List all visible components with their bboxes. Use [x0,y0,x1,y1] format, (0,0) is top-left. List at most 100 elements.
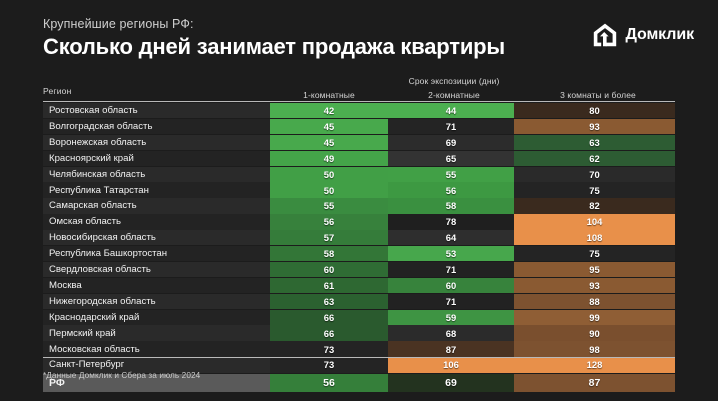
table-row: Нижегородская область 63 71 88 [43,293,675,309]
heatmap-cell: 80 [514,103,675,119]
region-label: Республика Башкортостан [43,246,270,262]
table-row: Москва 61 60 93 [43,277,675,294]
heatmap-cell: 93 [514,277,675,294]
region-label: Воронежская область [43,134,270,151]
column-header-region: Регион [43,86,72,96]
region-label: Ростовская область [43,103,270,119]
table-row: Воронежская область 45 69 63 [43,134,675,151]
heatmap-cell-total: 87 [514,374,675,393]
heatmap-cell: 66 [270,309,388,325]
heatmap-cell: 108 [514,230,675,246]
page-title: Сколько дней занимает продажа квартиры [43,34,505,59]
heatmap-cell: 71 [388,118,514,135]
column-header-one-room: 1-комнатные [303,90,355,100]
table-row: Красноярский край 49 65 62 [43,150,675,166]
table-row: Республика Башкортостан 58 53 75 [43,246,675,262]
region-label-total: РФ [43,374,270,393]
heatmap-cell: 69 [388,134,514,151]
table-row: Московская область 73 87 98 [43,341,675,357]
heatmap-cell: 99 [514,309,675,325]
region-label: Санкт-Петербург [43,357,270,373]
table-row: Омская область 56 78 104 [43,214,675,230]
heatmap-cell: 44 [388,103,514,119]
heatmap-cell: 65 [388,150,514,166]
heatmap-cell: 64 [388,230,514,246]
table-row-total: РФ 56 69 87 [43,374,675,393]
heatmap-cell: 73 [270,357,388,373]
heatmap-cell: 62 [514,150,675,166]
heatmap-cell: 104 [514,214,675,230]
column-headers: Регион Срок экспозиции (дни) 1-комнатные… [43,76,675,104]
heatmap-cell: 56 [388,182,514,198]
heatmap-cell: 50 [270,182,388,198]
heatmap-table: Ростовская область 42 44 80 Волгоградская об… [43,103,675,393]
table-row: Республика Татарстан 50 56 75 [43,182,675,198]
heatmap-cell: 53 [388,246,514,262]
table-row: Пермский край 66 68 90 [43,325,675,341]
heatmap-cell: 128 [514,357,675,373]
region-label: Пермский край [43,325,270,341]
table-row: Новосибирская область 57 64 108 [43,230,675,246]
heatmap-cell: 59 [388,309,514,325]
heatmap-cell: 49 [270,150,388,166]
heatmap-cell: 55 [270,198,388,214]
column-header-three-plus: 3 комнаты и более [560,90,636,100]
heatmap-cell: 71 [388,261,514,278]
table-row: Санкт-Петербург 73 106 128 [43,357,675,373]
table-row: Волгоградская область 45 71 93 [43,118,675,135]
brand-logo: Домклик [592,22,694,48]
heatmap-cell: 88 [514,293,675,309]
heatmap-cell: 93 [514,118,675,135]
heatmap-cell: 70 [514,166,675,182]
region-label: Самарская область [43,198,270,214]
heatmap-cell: 66 [270,325,388,341]
heatmap-cell: 63 [270,293,388,309]
region-label: Свердловская область [43,261,270,278]
heatmap-cell: 68 [388,325,514,341]
heatmap-cell: 63 [514,134,675,151]
table-top-rule [43,101,675,102]
page-header: Крупнейшие регионы РФ: Сколько дней зани… [43,16,694,66]
heatmap-cell: 106 [388,357,514,373]
table-bottom-rule [43,357,675,358]
heatmap-cell: 95 [514,261,675,278]
table-row: Краснодарский край 66 59 99 [43,309,675,325]
heatmap-cell: 73 [270,341,388,357]
heatmap-cell: 56 [270,214,388,230]
heatmap-cell: 58 [388,198,514,214]
heatmap-cell: 57 [270,230,388,246]
region-label: Омская область [43,214,270,230]
heatmap-cell: 71 [388,293,514,309]
heatmap-cell: 42 [270,103,388,119]
table-row: Самарская область 55 58 82 [43,198,675,214]
page-kicker: Крупнейшие регионы РФ: [43,17,194,31]
heatmap-cell: 82 [514,198,675,214]
region-label: Московская область [43,341,270,357]
region-label: Волгоградская область [43,118,270,135]
table-row: Свердловская область 60 71 95 [43,261,675,278]
region-label: Новосибирская область [43,230,270,246]
heatmap-cell: 78 [388,214,514,230]
heatmap-cell-total: 69 [388,374,514,393]
heatmap-cell: 55 [388,166,514,182]
table-row: Ростовская область 42 44 80 [43,103,675,119]
region-label: Москва [43,277,270,294]
heatmap-cell: 60 [388,277,514,294]
column-header-two-room: 2-комнатные [428,90,480,100]
heatmap-cell: 98 [514,341,675,357]
heatmap-cell: 61 [270,277,388,294]
heatmap-cell: 75 [514,246,675,262]
column-header-group: Срок экспозиции (дни) [408,76,500,86]
brand-name: Домклик [625,26,694,43]
region-label: Красноярский край [43,150,270,166]
heatmap-cell: 45 [270,134,388,151]
heatmap-cell: 60 [270,261,388,278]
table-row: Челябинская область 50 55 70 [43,166,675,182]
footnote: *Данные Домклик и Сбера за июль 2024 [43,371,201,380]
heatmap-cell-total: 56 [270,374,388,393]
heatmap-cell: 75 [514,182,675,198]
region-label: Нижегородская область [43,293,270,309]
house-icon [592,22,618,48]
heatmap-cell: 50 [270,166,388,182]
